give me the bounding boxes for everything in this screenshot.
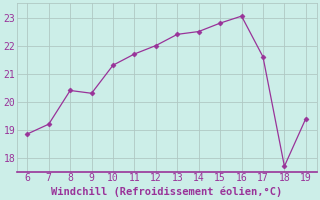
X-axis label: Windchill (Refroidissement éolien,°C): Windchill (Refroidissement éolien,°C)	[51, 186, 282, 197]
